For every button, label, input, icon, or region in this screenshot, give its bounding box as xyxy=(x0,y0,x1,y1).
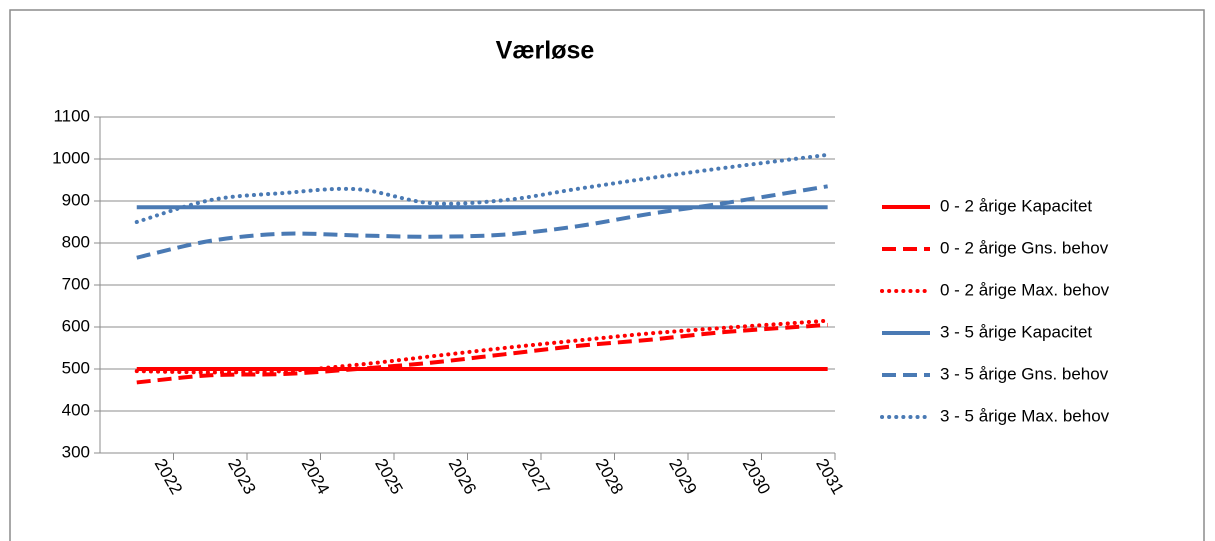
y-tick-label: 400 xyxy=(62,400,90,419)
legend-label: 0 - 2 årige Max. behov xyxy=(940,280,1110,299)
y-tick-label: 500 xyxy=(62,358,90,377)
y-tick-label: 600 xyxy=(62,316,90,335)
y-tick-label: 1000 xyxy=(52,148,90,167)
legend-label: 0 - 2 årige Gns. behov xyxy=(940,238,1109,257)
y-tick-label: 800 xyxy=(62,232,90,251)
legend-label: 0 - 2 årige Kapacitet xyxy=(940,196,1092,215)
legend-label: 3 - 5 årige Kapacitet xyxy=(940,322,1092,341)
series-line xyxy=(136,184,828,260)
y-tick-label: 700 xyxy=(62,274,90,293)
chart-title: Værløse xyxy=(496,37,595,65)
y-tick-label: 300 xyxy=(62,442,90,461)
series-line xyxy=(136,322,828,385)
y-tick-label: 900 xyxy=(62,190,90,209)
legend-label: 3 - 5 årige Max. behov xyxy=(940,406,1110,425)
series-line xyxy=(134,318,830,375)
y-tick-label: 1100 xyxy=(53,106,90,125)
legend-label: 3 - 5 årige Gns. behov xyxy=(940,364,1109,383)
